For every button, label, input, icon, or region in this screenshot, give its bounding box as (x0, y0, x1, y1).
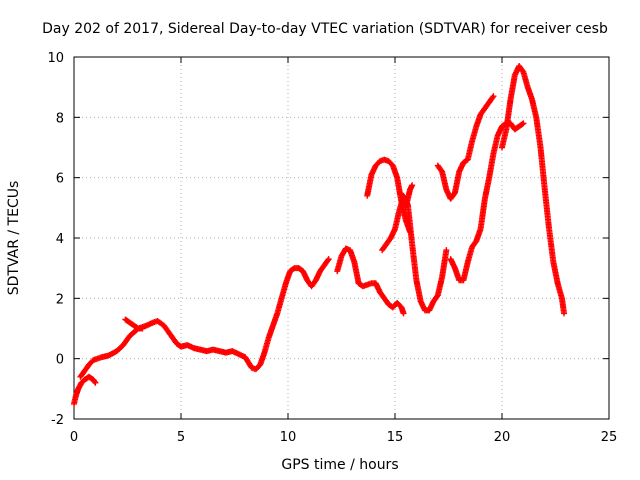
data-point (325, 256, 332, 263)
data-point (451, 190, 458, 197)
data-point (91, 378, 98, 385)
x-tick-label: 20 (494, 430, 511, 445)
x-axis-label: GPS time / hours (281, 457, 398, 473)
y-tick-label: 4 (56, 232, 64, 247)
data-series (499, 63, 568, 317)
plot-frame (73, 56, 610, 420)
data-point (561, 310, 568, 317)
data-point (400, 310, 407, 317)
data-series (402, 182, 416, 211)
x-tick-label: 5 (177, 430, 185, 445)
data-series (434, 93, 497, 202)
data-point (139, 325, 146, 332)
y-axis-label: SDTVAR / TECUs (6, 181, 22, 296)
data-point (520, 120, 527, 127)
data-series (379, 192, 450, 314)
data-series (77, 256, 332, 380)
data-point (490, 93, 497, 100)
data-series (71, 373, 99, 407)
y-tick-label: 8 (56, 111, 64, 126)
data-point (519, 67, 526, 74)
data-point (489, 94, 496, 101)
x-tick-label: 15 (387, 430, 404, 445)
data-series (447, 120, 527, 284)
y-tick-label: 10 (47, 51, 64, 66)
data-point (92, 379, 99, 386)
chart-title: Day 202 of 2017, Sidereal Day-to-day VTE… (42, 21, 608, 37)
data-point (409, 182, 416, 189)
data-point (324, 257, 331, 264)
data-point (433, 293, 440, 300)
data-point (519, 121, 526, 128)
x-tick-label: 25 (601, 430, 618, 445)
y-tick-label: 0 (56, 353, 64, 368)
data-series (334, 245, 407, 317)
data-point (443, 247, 450, 254)
y-tick-label: -2 (51, 413, 64, 428)
grid (74, 57, 609, 419)
x-tick-label: 10 (280, 430, 297, 445)
y-tick-label: 6 (56, 172, 64, 187)
data-points (71, 63, 568, 407)
x-tick-label: 0 (70, 430, 78, 445)
data-point (438, 167, 445, 174)
y-tick-label: 2 (56, 292, 64, 307)
data-series (122, 316, 146, 332)
